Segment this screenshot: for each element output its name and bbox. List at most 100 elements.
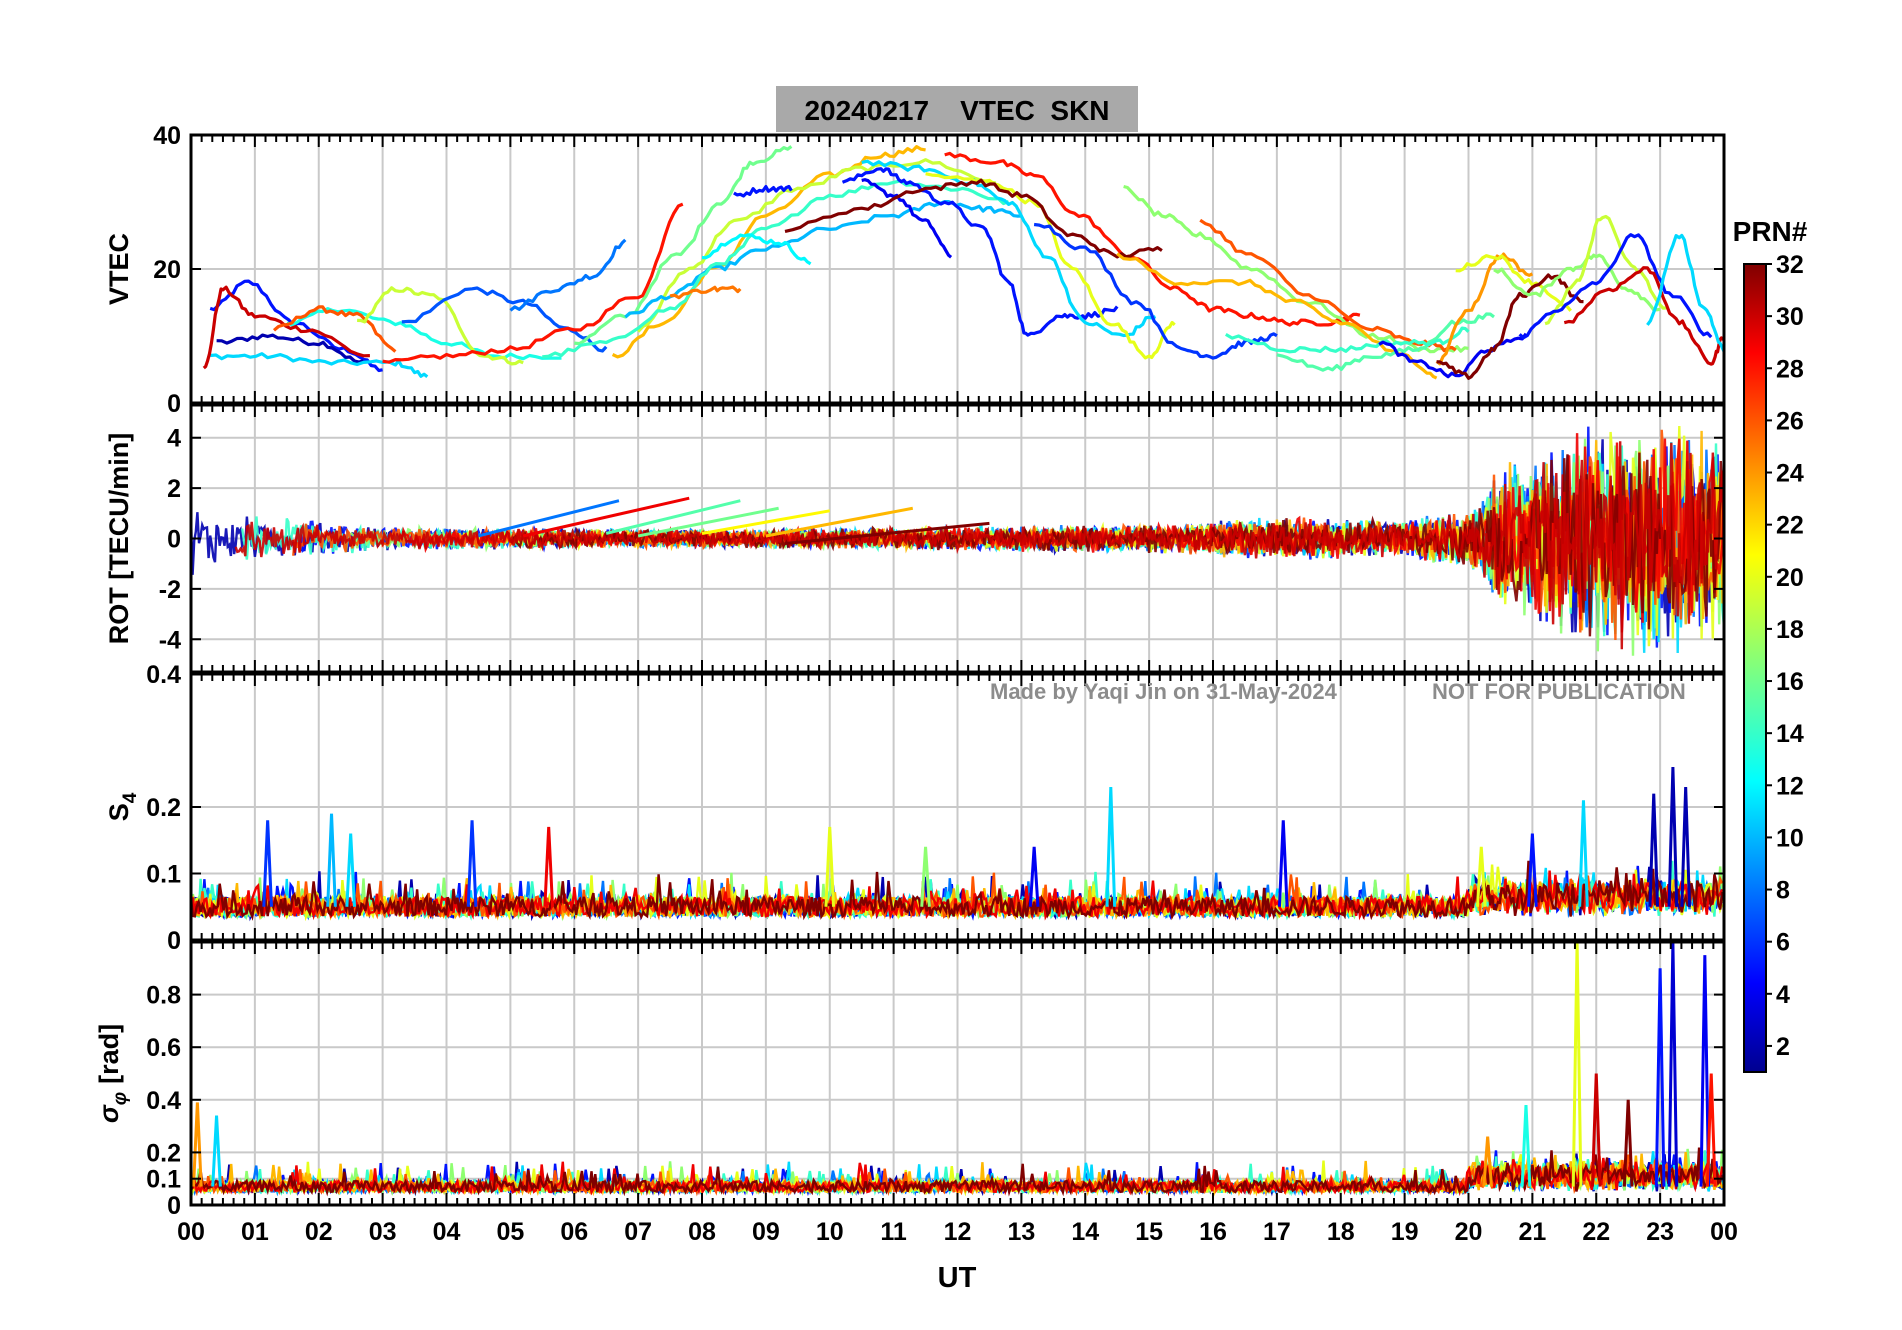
colorbar-tick-label: 16 xyxy=(1776,668,1804,696)
x-tick-label: 19 xyxy=(1391,1218,1419,1246)
rot-drift-prn-23 xyxy=(765,506,914,538)
sigma-series-prn-32 xyxy=(191,1147,1724,1197)
colorbar-tick-label: 30 xyxy=(1776,303,1804,331)
sigma-spike-prn-11 xyxy=(211,1115,222,1187)
vtec-track-prn-5 xyxy=(1518,233,1713,340)
colorbar-tick-label: 6 xyxy=(1776,929,1790,957)
vtec-track-prn-24 xyxy=(1435,252,1534,366)
colorbar-tick-label: 10 xyxy=(1776,824,1804,852)
y-tick-label: 0.2 xyxy=(146,794,181,822)
y-tick-label: 0.2 xyxy=(146,1139,181,1167)
series-rot xyxy=(191,425,1724,656)
x-tick-label: 01 xyxy=(241,1218,269,1246)
watermark-author: Made by Yaqi Jin on 31-May-2024 xyxy=(990,679,1338,704)
vtec-track-prn-23 xyxy=(611,145,926,359)
sigma-spike-prn-3 xyxy=(1667,942,1679,1187)
x-tick-label: 12 xyxy=(944,1218,972,1246)
vtec-track-prn-11 xyxy=(1646,233,1724,353)
y-tick-label: 0 xyxy=(167,526,181,554)
x-tick-label: 00 xyxy=(177,1218,205,1246)
colorbar-tick-label: 20 xyxy=(1776,564,1804,592)
x-tick-label: 00 xyxy=(1710,1218,1738,1246)
vtec-track-prn-7 xyxy=(401,286,608,353)
s4-spike-prn-29 xyxy=(543,826,555,907)
chart-title: 20240217 VTEC SKN xyxy=(804,95,1109,126)
panel-rot: -4 -2 0 2 4 ROT [TECU/min] xyxy=(104,403,1726,674)
vtec-track-prn-30 xyxy=(1563,266,1724,366)
s4-spike-prn-20 xyxy=(1475,846,1487,907)
rot-series-prn-30 xyxy=(234,441,1724,650)
y-tick-label: -4 xyxy=(159,626,181,654)
y-tick-label: 0.4 xyxy=(146,661,181,689)
y-tick-label: 0 xyxy=(167,1192,181,1220)
colorbar-tick-label: 18 xyxy=(1776,616,1804,644)
rot-drift-prn-29 xyxy=(522,496,690,538)
x-tick-label: 18 xyxy=(1327,1218,1355,1246)
sigma-series-prn-29 xyxy=(191,1157,1724,1197)
sigma-spike-prn-24 xyxy=(1482,1136,1493,1187)
series-s4 xyxy=(191,767,1724,922)
s4-spike-prn-6 xyxy=(262,820,273,907)
sigma-spike-prn-24 xyxy=(192,1102,203,1187)
x-tick-label: 17 xyxy=(1263,1218,1291,1246)
vtec-track-prn-30 xyxy=(202,285,370,370)
series-vtec xyxy=(202,145,1724,380)
colorbar-tick-label: 4 xyxy=(1776,981,1790,1009)
vtec-track-prn-19 xyxy=(357,286,524,366)
s4-spike-prn-4 xyxy=(1028,846,1040,907)
sigma-spike-prn-5 xyxy=(1654,968,1666,1187)
s4-spike-prn-20 xyxy=(824,826,836,907)
s4-spike-prn-11 xyxy=(1578,800,1589,907)
s4-spike-prn-2 xyxy=(1680,787,1692,907)
title-box xyxy=(776,86,1138,132)
y-tick-label: 40 xyxy=(153,122,181,150)
vtec-track-prn-20 xyxy=(925,172,1176,360)
x-tick-label: 16 xyxy=(1199,1218,1227,1246)
colorbar-title: PRN# xyxy=(1733,216,1808,247)
s4-spike-prn-2 xyxy=(1648,793,1660,907)
vtec-track-prn-25 xyxy=(669,285,742,300)
y-axis-label-sigma: σφ[rad] xyxy=(94,1024,131,1123)
vtec-track-prn-11 xyxy=(861,159,1157,338)
vtec-track-prn-17 xyxy=(1493,253,1661,312)
x-tick-label: 05 xyxy=(496,1218,524,1246)
vtec-track-prn-28 xyxy=(944,151,1361,327)
sigma-spike-prn-4 xyxy=(1699,955,1711,1187)
vtec-track-prn-5 xyxy=(841,167,1119,337)
vtec-track-prn-32 xyxy=(1436,273,1584,380)
colorbar-tick-label: 28 xyxy=(1776,355,1804,383)
colorbar-tick-label: 32 xyxy=(1776,251,1804,279)
vtec-track-prn-16 xyxy=(574,145,793,346)
colorbar-tick-label: 8 xyxy=(1776,877,1790,905)
x-tick-label: 08 xyxy=(688,1218,716,1246)
y-tick-label: 0.4 xyxy=(146,1087,181,1115)
colorbar-tick-label: 14 xyxy=(1776,720,1804,748)
rot-drift-prn-16 xyxy=(637,506,779,538)
rot-drift-prn-8 xyxy=(478,499,620,538)
x-tick-label: 22 xyxy=(1582,1218,1610,1246)
y-tick-label: 0 xyxy=(167,927,181,955)
y-tick-label: 0.1 xyxy=(146,1166,181,1194)
s4-spike-prn-5 xyxy=(1527,833,1538,907)
sigma-spike-prn-30 xyxy=(1590,1073,1602,1187)
s4-series-prn-32 xyxy=(191,860,1724,921)
vtec-track-prn-28 xyxy=(382,202,684,364)
x-tick-label: 10 xyxy=(816,1218,844,1246)
colorbar-tick-label: 22 xyxy=(1776,512,1804,540)
y-tick-label: 4 xyxy=(167,425,181,453)
panel-vtec: 0 20 40 VTEC xyxy=(104,122,1726,418)
s4-spike-prn-2 xyxy=(1667,767,1679,907)
s4-spike-prn-17 xyxy=(920,846,931,907)
sigma-spike-prn-32 xyxy=(1622,1099,1634,1187)
panel-s4: 0 0.1 0.2 0.4 S4 xyxy=(104,661,1726,955)
sigma-spike-prn-13 xyxy=(1520,1104,1532,1187)
vtec-track-prn-26 xyxy=(272,305,397,353)
x-tick-label: 06 xyxy=(560,1218,588,1246)
x-tick-label: 21 xyxy=(1518,1218,1546,1246)
rot-drift-prn-32 xyxy=(784,521,990,546)
y-tick-label: -2 xyxy=(159,576,181,604)
x-tick-label: 09 xyxy=(752,1218,780,1246)
sigma-spike-prn-20 xyxy=(1571,942,1583,1187)
y-axis-label-vtec: VTEC xyxy=(104,233,134,305)
